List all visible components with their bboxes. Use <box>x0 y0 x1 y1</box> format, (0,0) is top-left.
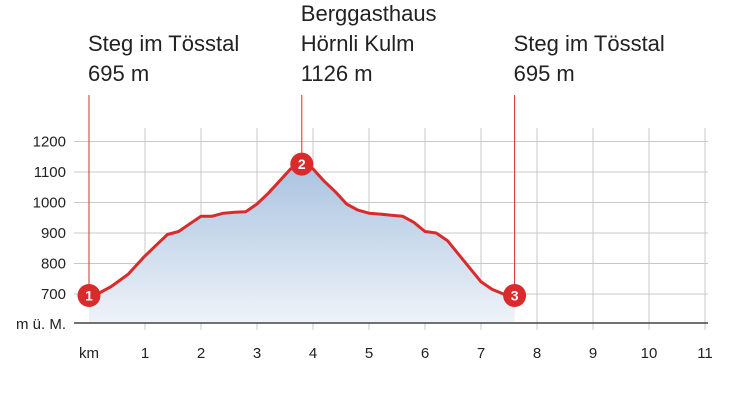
waypoint-label-3: Steg im Tösstal 695 m <box>514 29 665 89</box>
x-tick-label: 2 <box>197 345 205 362</box>
waypoint-label-2: Berggasthaus Hörnli Kulm 1126 m <box>301 0 437 89</box>
waypoint-marker-2 <box>290 152 314 176</box>
waypoint-name: Steg im Tösstal <box>88 31 240 56</box>
waypoint-name: Berggasthaus <box>300 1 437 26</box>
x-tick-label: 10 <box>641 345 658 362</box>
x-axis-label: km <box>79 345 99 362</box>
y-tick-label: 1000 <box>33 195 66 212</box>
waypoint-name: Hörnli Kulm <box>300 31 415 56</box>
x-tick-label: 9 <box>589 345 597 362</box>
x-tick-label: 8 <box>533 345 541 362</box>
x-tick-label: 11 <box>697 345 713 362</box>
waypoint-elevation: 695 m <box>513 61 575 86</box>
y-tick-label: 1100 <box>34 164 66 181</box>
waypoint-label-1: Steg im Tösstal 695 m <box>88 29 239 89</box>
elevation-area <box>89 164 515 323</box>
y-tick-label: 1200 <box>33 134 66 151</box>
y-tick-label: 900 <box>41 225 66 242</box>
x-tick-label: 1 <box>141 345 149 362</box>
x-tick-label: 5 <box>365 345 373 362</box>
x-tick-label: 3 <box>253 345 261 362</box>
y-tick-label: 700 <box>41 286 66 303</box>
waypoint-elevation: 1126 m <box>300 61 373 86</box>
x-tick-label: 6 <box>421 345 429 362</box>
waypoint-elevation: 695 m <box>88 61 150 86</box>
y-axis-label: m ü. M. <box>16 316 66 333</box>
waypoint-number: 2 <box>298 156 306 172</box>
waypoint-marker-1 <box>77 284 101 308</box>
waypoint-number: 3 <box>511 288 519 304</box>
x-tick-label: 7 <box>477 345 485 362</box>
y-tick-label: 800 <box>41 256 66 273</box>
waypoint-marker-3 <box>503 284 527 308</box>
waypoint-name: Steg im Tösstal <box>513 31 665 56</box>
x-tick-label: 4 <box>309 345 317 362</box>
waypoint-number: 1 <box>85 288 93 304</box>
